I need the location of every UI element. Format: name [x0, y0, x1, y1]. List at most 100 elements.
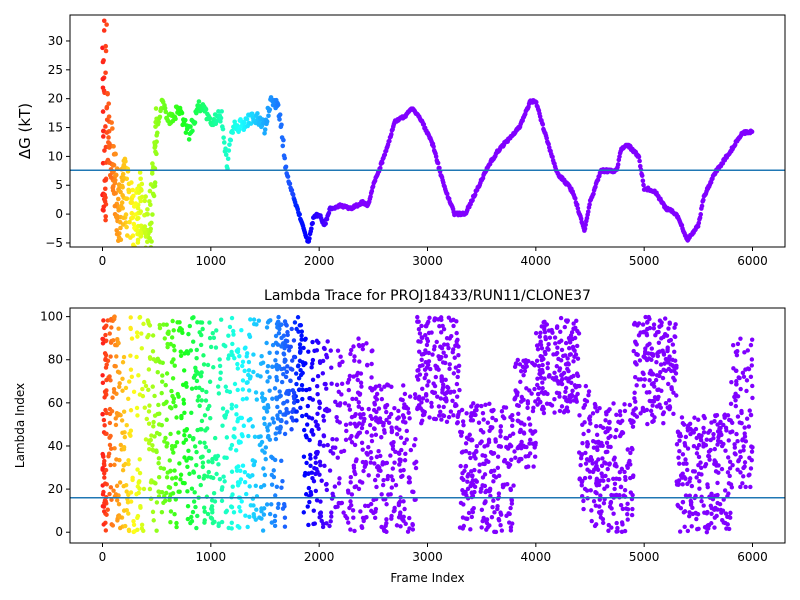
- lambda-point: [667, 321, 672, 326]
- lambda-point: [202, 440, 207, 445]
- dg-point: [107, 160, 112, 165]
- lambda-point: [317, 459, 323, 465]
- lambda-point: [477, 469, 482, 474]
- lambda-point: [258, 442, 263, 447]
- lambda-point: [441, 404, 446, 410]
- lambda-point: [259, 353, 264, 359]
- lambda-point: [738, 386, 743, 392]
- lambda-point: [167, 485, 173, 490]
- lambda-point: [176, 394, 181, 399]
- dg-point: [701, 197, 706, 203]
- lambda-point: [469, 514, 475, 520]
- lambda-point: [313, 455, 318, 460]
- lambda-point: [221, 474, 226, 479]
- lambda-point: [601, 500, 607, 506]
- lambda-point: [187, 323, 193, 329]
- lambda-point: [749, 337, 755, 342]
- lambda-point: [454, 339, 459, 344]
- lambda-point: [657, 373, 662, 379]
- lambda-point: [321, 418, 327, 423]
- dg-point: [104, 22, 109, 27]
- lambda-point: [134, 354, 139, 360]
- lambda-point: [175, 320, 180, 325]
- lambda-point: [526, 416, 532, 421]
- dg-point: [190, 128, 195, 134]
- lambda-point: [147, 355, 153, 360]
- lambda-point: [740, 438, 745, 443]
- dg-point: [326, 210, 332, 216]
- lambda-point: [150, 349, 156, 354]
- lambda-point: [373, 509, 378, 514]
- lambda-point: [416, 349, 422, 354]
- lambda-point: [556, 391, 562, 396]
- lambda-point: [438, 396, 443, 401]
- lambda-point: [205, 362, 211, 368]
- lambda-point: [654, 359, 659, 365]
- lambda-x-tick-label: 2000: [304, 550, 335, 564]
- lambda-point: [240, 433, 245, 439]
- dg-point: [129, 180, 134, 185]
- dg-point: [138, 176, 143, 182]
- lambda-point: [451, 371, 457, 376]
- lambda-point: [371, 407, 377, 413]
- lambda-point: [401, 499, 406, 504]
- lambda-point: [554, 364, 560, 369]
- dg-point: [230, 130, 236, 135]
- lambda-point: [224, 435, 230, 440]
- lambda-point: [715, 442, 720, 447]
- lambda-point: [117, 480, 123, 485]
- lambda-point: [743, 484, 748, 490]
- lambda-point: [311, 479, 317, 484]
- dg-point: [472, 192, 478, 197]
- lambda-point: [324, 352, 329, 358]
- lambda-point: [343, 437, 349, 442]
- lambda-point: [683, 457, 688, 462]
- lambda-point: [650, 419, 655, 425]
- lambda-point: [291, 394, 297, 399]
- lambda-point: [543, 336, 549, 342]
- lambda-point: [235, 366, 241, 371]
- dg-point: [262, 130, 267, 136]
- lambda-point: [444, 399, 449, 404]
- lambda-point: [130, 475, 135, 480]
- lambda-point: [642, 329, 647, 335]
- lambda-point: [318, 499, 323, 504]
- lambda-point: [282, 524, 288, 529]
- lambda-point: [402, 506, 407, 512]
- dg-point: [103, 48, 109, 54]
- lambda-point: [290, 409, 295, 415]
- lambda-point: [569, 394, 575, 399]
- dg-point: [138, 230, 143, 235]
- lambda-point: [439, 417, 444, 422]
- lambda-point: [744, 416, 750, 421]
- lambda-point: [735, 439, 740, 444]
- lambda-point: [261, 466, 266, 471]
- lambda-point: [137, 470, 143, 476]
- lambda-point: [232, 435, 237, 440]
- lambda-point: [521, 358, 526, 364]
- lambda-point: [270, 455, 275, 461]
- lambda-point: [648, 408, 654, 414]
- lambda-point: [410, 489, 415, 494]
- dg-point: [100, 109, 106, 114]
- lambda-point: [603, 449, 609, 455]
- lambda-point: [737, 449, 743, 454]
- lambda-point: [184, 384, 189, 389]
- lambda-point: [566, 368, 571, 374]
- lambda-point: [480, 475, 486, 480]
- lambda-point: [554, 325, 560, 331]
- lambda-point: [317, 439, 323, 445]
- lambda-point: [315, 411, 320, 416]
- lambda-point: [641, 383, 647, 389]
- lambda-point: [423, 391, 429, 397]
- lambda-point: [237, 480, 242, 485]
- lambda-point: [477, 462, 482, 467]
- lambda-point: [611, 511, 616, 516]
- lambda-point: [444, 419, 450, 425]
- dg-point: [127, 219, 132, 225]
- lambda-point: [277, 409, 283, 415]
- dg-point: [102, 186, 108, 192]
- lambda-point: [247, 484, 252, 489]
- lambda-point: [466, 510, 472, 516]
- lambda-point: [135, 334, 140, 339]
